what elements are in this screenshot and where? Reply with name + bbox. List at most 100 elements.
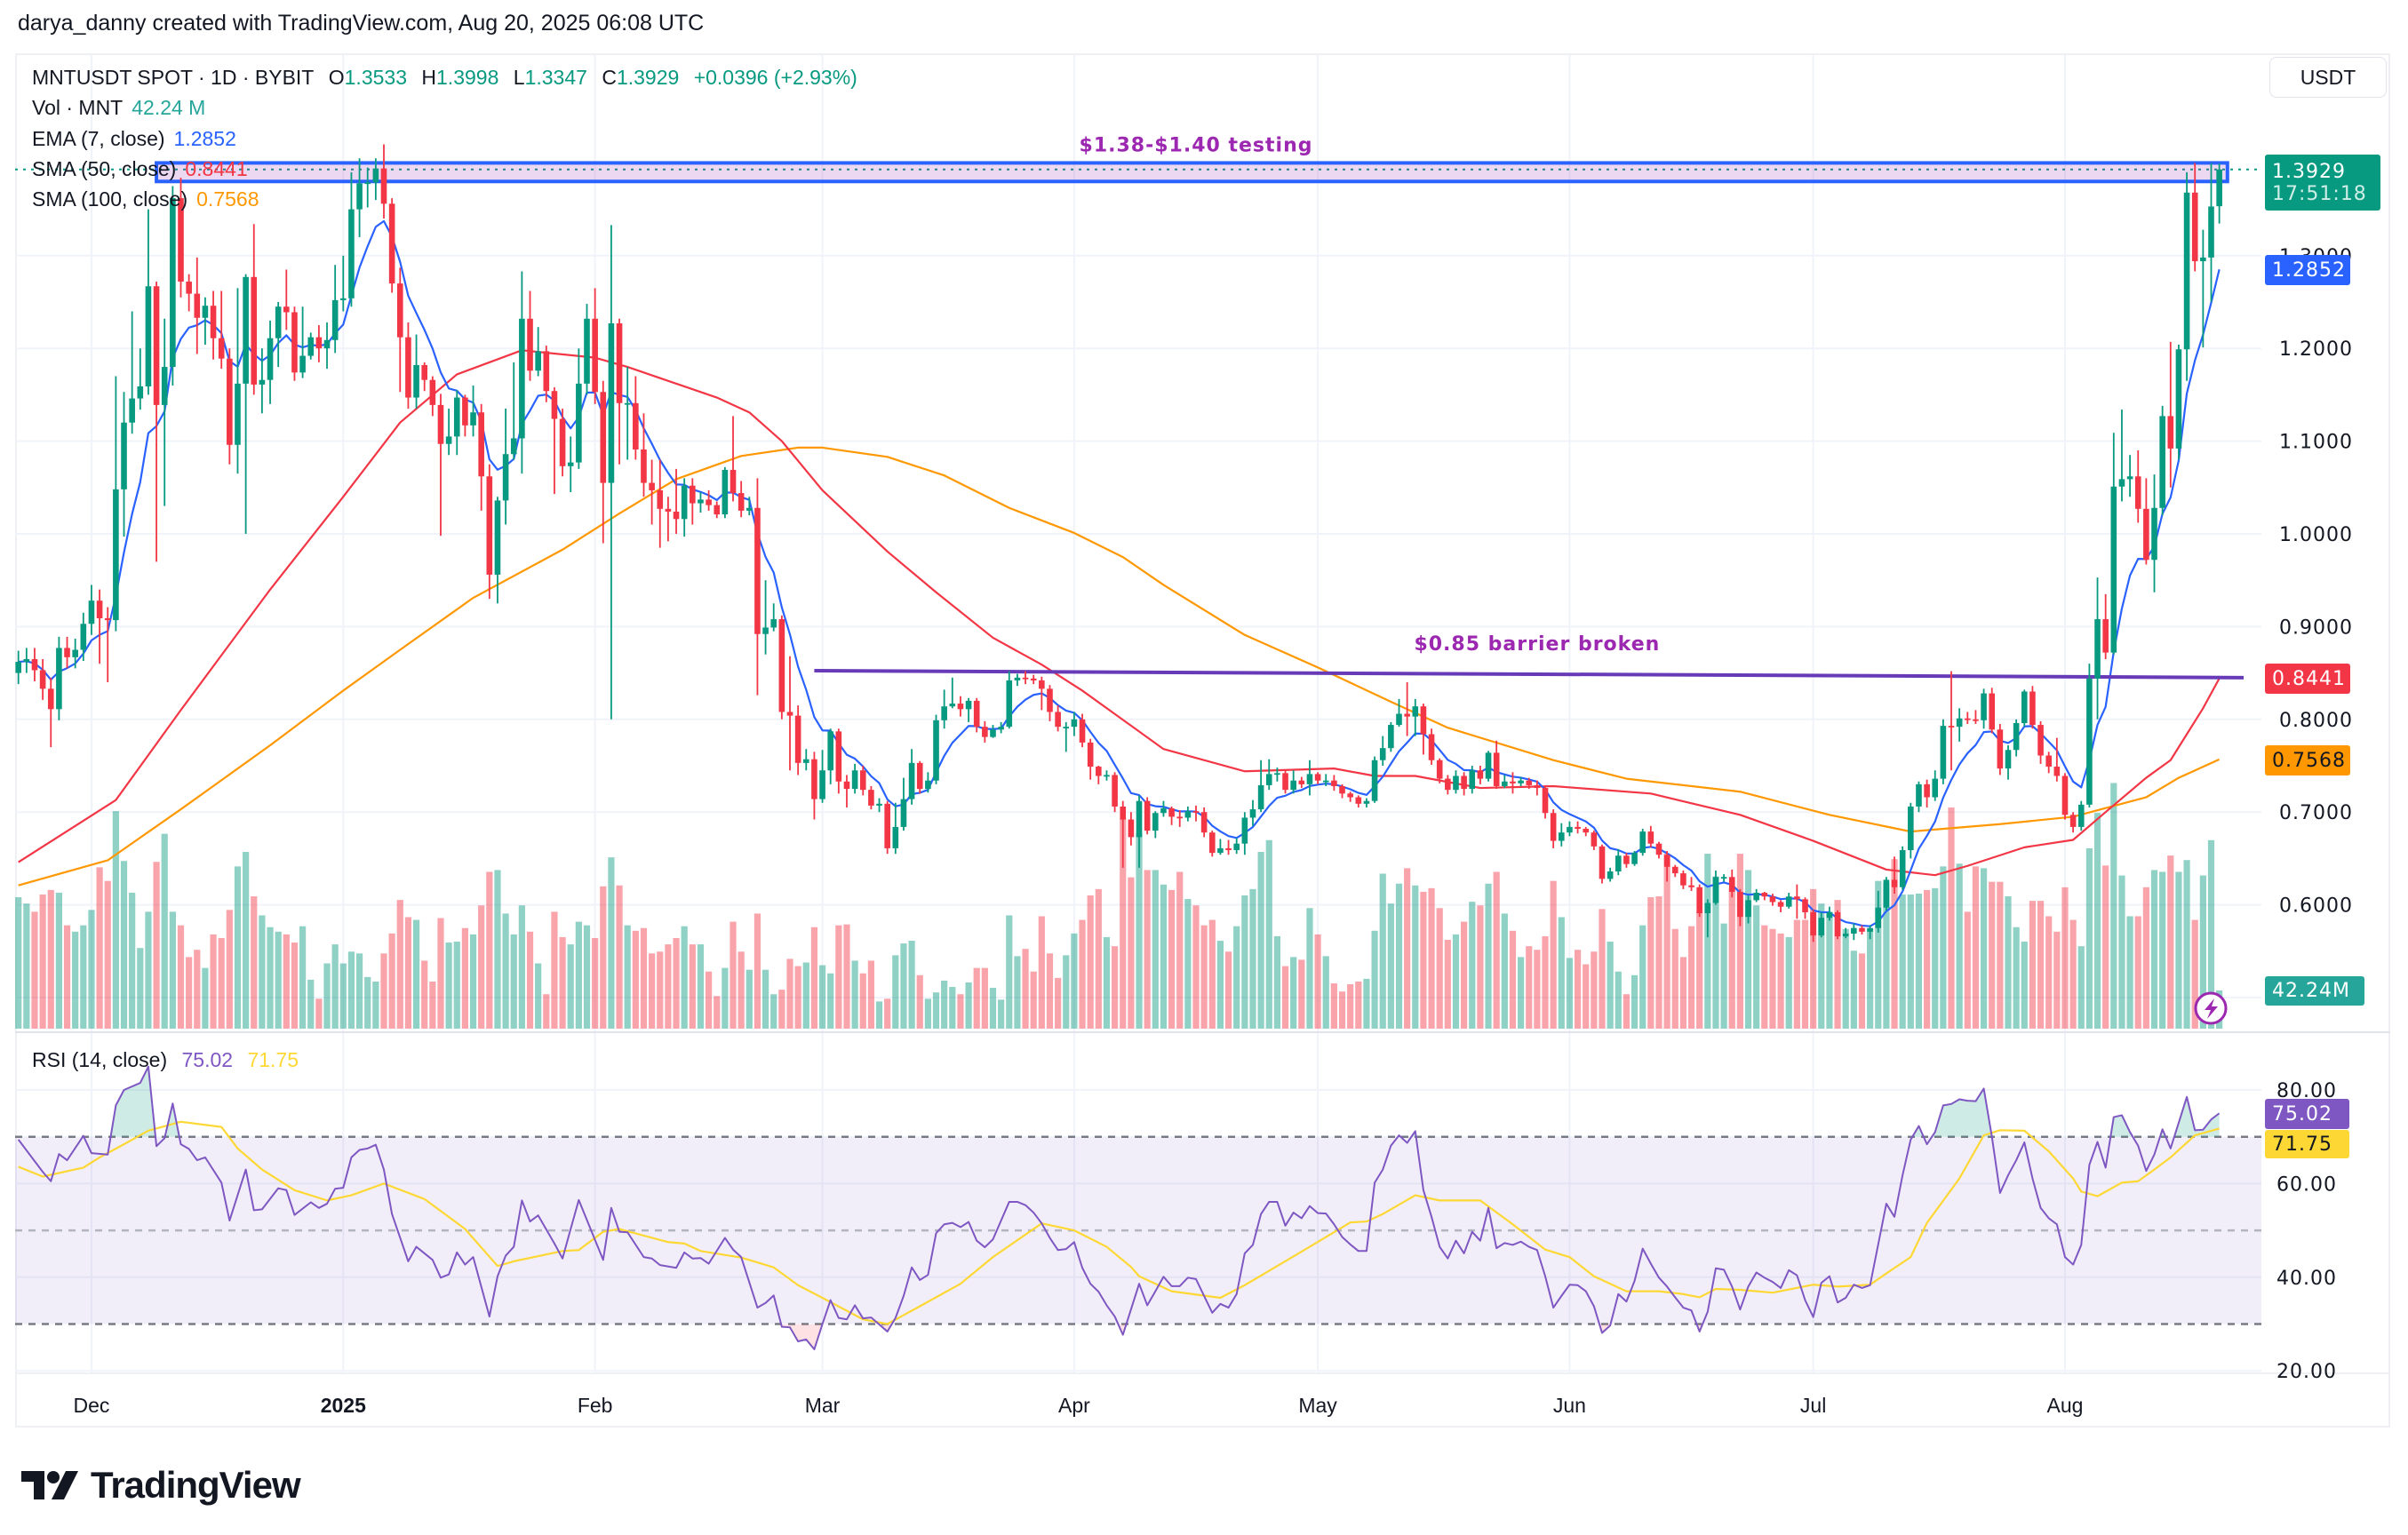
candle-body [1136, 800, 1143, 838]
candle-body [519, 318, 525, 439]
sma100-legend[interactable]: SMA (100, close) 0.7568 [32, 184, 857, 214]
volume-bar [210, 934, 217, 1029]
time-tick-label: May [1298, 1394, 1337, 1417]
candle [2102, 593, 2109, 659]
volume-bar [843, 924, 850, 1029]
candle [2134, 450, 2141, 523]
candle [1006, 671, 1013, 729]
candle [1208, 831, 1216, 857]
volume-bar [1281, 966, 1289, 1029]
volume-bar [518, 905, 525, 1029]
volume-bar [714, 996, 721, 1029]
candle [364, 167, 371, 208]
candle [88, 585, 95, 635]
candle [1379, 736, 1386, 766]
volume-bar [665, 944, 672, 1029]
volume-bar [1249, 888, 1256, 1029]
volume-bar [1858, 953, 1866, 1029]
volume-bar [722, 967, 729, 1029]
candle-body [543, 351, 550, 392]
tradingview-logo[interactable]: TradingView [21, 1464, 301, 1507]
candle-body [47, 688, 54, 710]
candle-body [405, 337, 411, 398]
candle-body [957, 704, 964, 710]
chart-attribution: darya_danny created with TradingView.com… [18, 11, 705, 36]
volume-bar [810, 927, 818, 1029]
candle-body [802, 759, 809, 763]
rsi-ma-value: 71.75 [247, 1048, 299, 1071]
candle [494, 497, 501, 604]
candle-body [754, 507, 761, 634]
symbol-row[interactable]: MNTUSDT SPOT · 1D · BYBIT O1.3533 H1.399… [32, 62, 857, 92]
volume-bar [1509, 930, 1517, 1029]
chart-legend: MNTUSDT SPOT · 1D · BYBIT O1.3533 H1.399… [32, 62, 857, 214]
candle [1063, 721, 1070, 752]
volume-bar [1753, 905, 1760, 1029]
candle [1680, 870, 1686, 889]
candle-body [113, 489, 119, 621]
candle-body [770, 619, 777, 628]
candle [827, 728, 833, 784]
volume-bar [2037, 901, 2045, 1029]
candle [340, 255, 347, 312]
candle-body [1591, 832, 1598, 847]
candle [1851, 923, 1857, 941]
candle [641, 413, 647, 497]
volume-bar [153, 862, 160, 1029]
candle-body [1436, 760, 1443, 779]
candle-body [1802, 899, 1808, 912]
volume-bar [2126, 916, 2133, 1029]
last-price: 1.3929 [2272, 160, 2346, 183]
volume-bar [421, 960, 428, 1029]
volume-bar [1477, 905, 1484, 1029]
candle-body [186, 282, 192, 294]
candle-body [1331, 780, 1337, 786]
volume-bar [706, 971, 713, 1029]
candle [1265, 759, 1272, 791]
volume-bar [202, 967, 209, 1029]
sma50-legend[interactable]: SMA (50, close) 0.8441 [32, 154, 857, 184]
candle-body [1761, 893, 1768, 897]
candle-body [1104, 775, 1110, 777]
candle [2005, 745, 2012, 780]
annotations[interactable]: $1.38-$1.40 testing $0.85 barrier broken [155, 135, 2245, 680]
candle-body [982, 727, 988, 737]
volume-bar [339, 963, 347, 1029]
chart-frame [15, 53, 2390, 1428]
ema-legend[interactable]: EMA (7, close) 1.2852 [32, 123, 857, 154]
candle-body [1192, 811, 1200, 813]
volume-bar [96, 867, 103, 1029]
rsi-badge: 75.02 [2265, 1099, 2349, 1129]
candle-body [1241, 817, 1248, 844]
candle-body [1014, 677, 1021, 680]
candle [876, 798, 882, 813]
volume-bar [730, 921, 737, 1029]
candle-body [916, 762, 923, 790]
volume-bar [1160, 884, 1168, 1029]
candle [1396, 698, 1402, 728]
candle-body [88, 600, 95, 624]
candle [267, 320, 274, 404]
lightning-bolt-icon[interactable] [2194, 991, 2228, 1025]
volume-bar [1314, 934, 1321, 1029]
candle-body [2151, 507, 2157, 561]
volume-bar [1591, 951, 1598, 1029]
volume-legend[interactable]: Vol · MNT 42.24 M [32, 92, 857, 123]
volume-bar [372, 981, 379, 1029]
candle-body [275, 306, 282, 338]
volume-bar [1526, 946, 1533, 1029]
candle-body [1956, 718, 1963, 728]
candle-body [649, 482, 655, 490]
currency-button[interactable]: USDT [2269, 57, 2387, 98]
candle-body [738, 493, 745, 511]
symbol-label: MNTUSDT SPOT · 1D · BYBIT [32, 66, 315, 89]
candle [1794, 884, 1800, 919]
rsi-legend[interactable]: RSI (14, close) 75.02 71.75 [32, 1048, 299, 1072]
volume-bar [867, 960, 874, 1029]
candle [1989, 688, 1996, 734]
candle-body [1631, 853, 1638, 864]
candle-body [1493, 752, 1500, 786]
candle [1176, 810, 1184, 827]
candle [1510, 772, 1516, 794]
